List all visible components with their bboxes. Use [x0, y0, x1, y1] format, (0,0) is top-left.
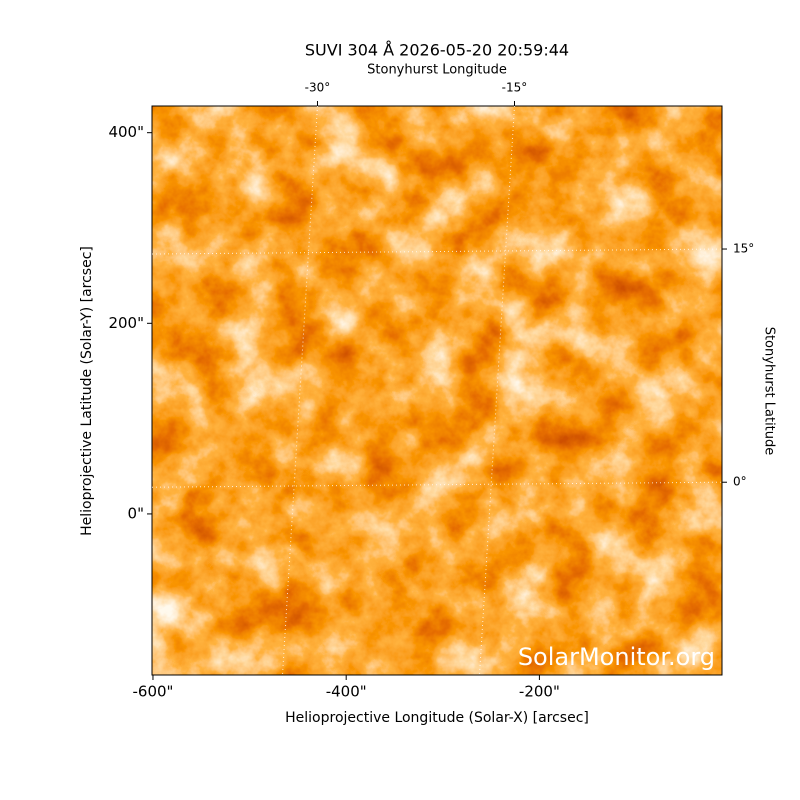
- watermark: SolarMonitor.org: [518, 643, 715, 671]
- y2-axis-label: Stonyhurst Latitude: [762, 327, 777, 456]
- x-tick-label: -600": [132, 683, 173, 701]
- x-tick-label: -400": [326, 683, 367, 701]
- x2-tick-label: -15°: [502, 81, 528, 95]
- x-axis-label: Helioprojective Longitude (Solar-X) [arc…: [285, 710, 589, 726]
- y-axis-label: Helioprojective Latitude (Solar-Y) [arcs…: [79, 246, 95, 536]
- y-tick-label: 200": [108, 314, 144, 332]
- plot-frame: [151, 105, 723, 676]
- x2-tick-label: -30°: [305, 81, 331, 95]
- solar-image: [152, 106, 722, 675]
- y2-tick-label: 0°: [733, 475, 747, 489]
- y-tick-label: 400": [108, 123, 144, 141]
- x2-axis-label: Stonyhurst Longitude: [367, 63, 507, 78]
- y-tick-label: 0": [128, 504, 144, 522]
- y2-tick-label: 15°: [733, 242, 754, 256]
- chart-title: SUVI 304 Å 2026-05-20 20:59:44: [305, 41, 569, 60]
- x-tick-label: -200": [519, 683, 560, 701]
